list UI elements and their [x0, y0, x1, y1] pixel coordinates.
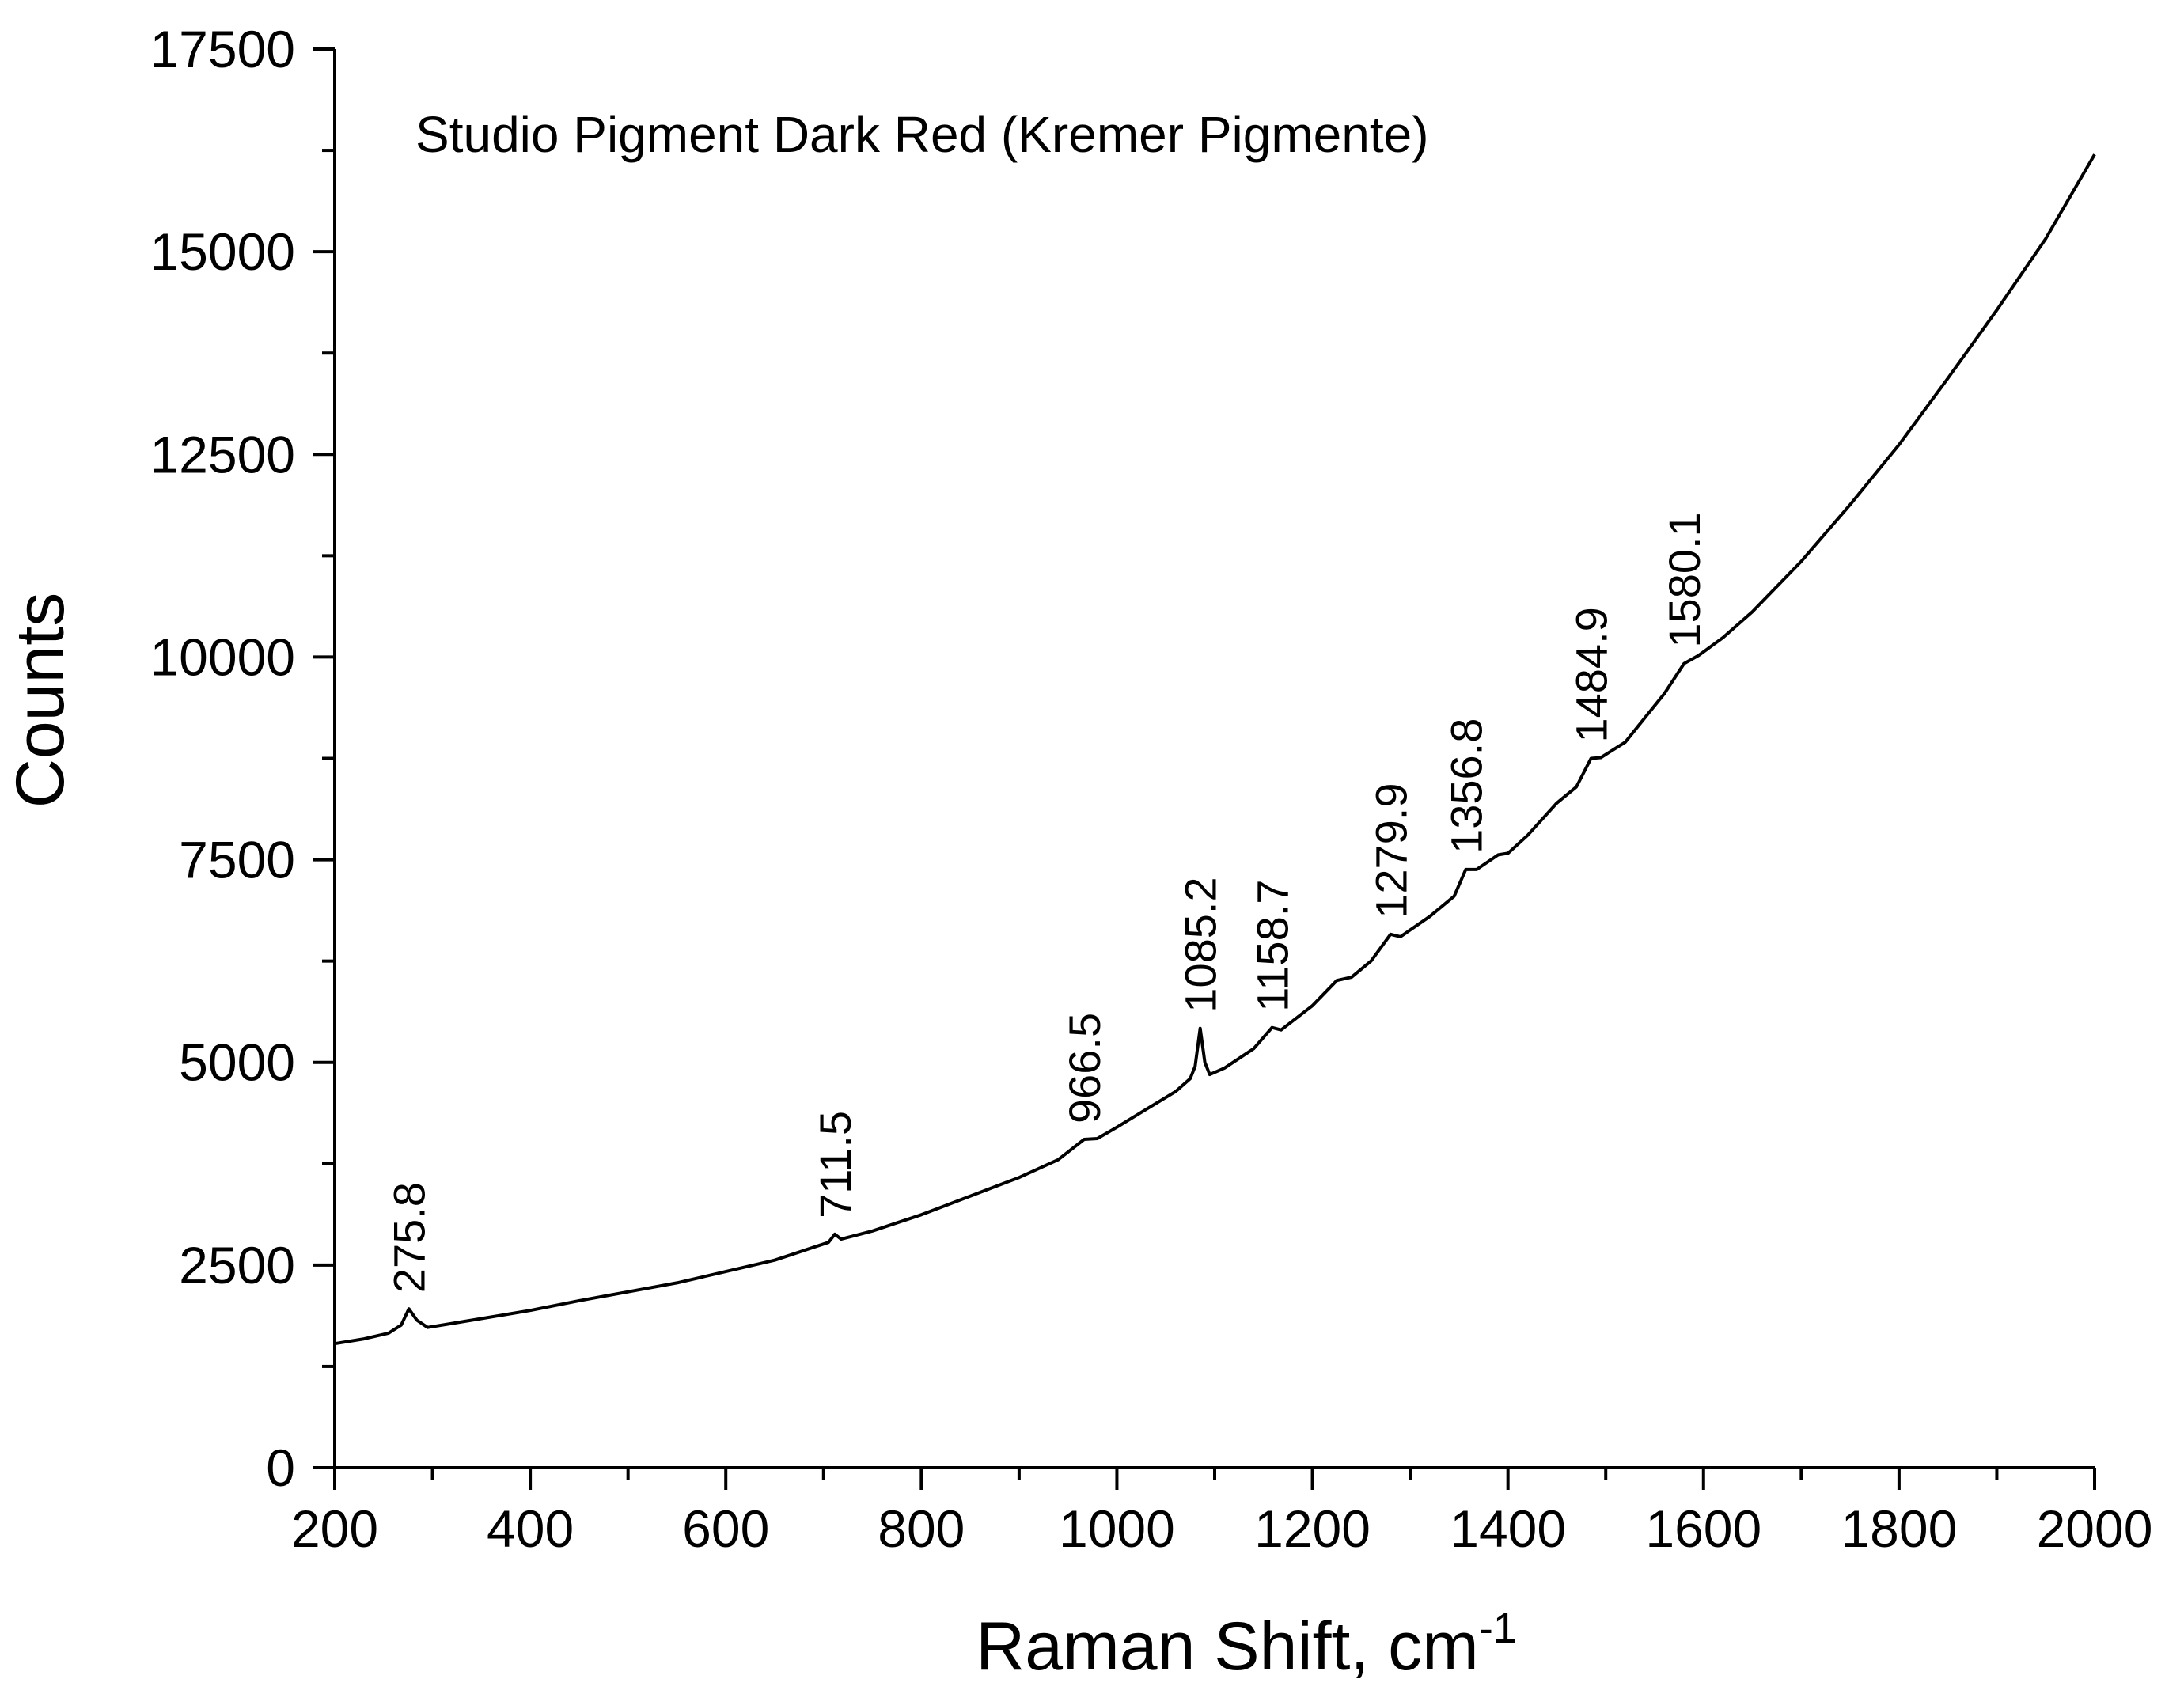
- y-tick-label: 7500: [179, 831, 295, 889]
- y-tick-label: 0: [266, 1438, 295, 1497]
- peak-labels: 275.8 711.5 966.5 1085.2 1158.7 1279.9 1356.8 1…: [385, 512, 1709, 1293]
- spectrum-line: [334, 153, 2096, 1346]
- x-tick-label: 1600: [1645, 1499, 1761, 1558]
- y-tick-label: 5000: [179, 1033, 295, 1092]
- x-tick-label: 2000: [2037, 1499, 2153, 1558]
- peak-label: 1580.1: [1659, 512, 1709, 647]
- x-axis-title-superscript: -1: [1479, 1605, 1517, 1652]
- peak-label: 1279.9: [1366, 783, 1416, 919]
- peak-label: 275.8: [385, 1182, 434, 1293]
- series-layer: [334, 153, 2096, 1346]
- peak-label: 711.5: [810, 1111, 860, 1218]
- y-tick-label: 15000: [150, 222, 295, 281]
- peak-label: 1158.7: [1248, 880, 1298, 1012]
- x-tick-label: 800: [878, 1499, 965, 1558]
- y-tick-label: 12500: [150, 425, 295, 483]
- chart-title: Studio Pigment Dark Red (Kremer Pigmente…: [415, 106, 1429, 163]
- y-axis-ticks: 0 2500 5000 7500 10000 12500 15000 17500: [150, 20, 335, 1497]
- x-tick-label: 400: [487, 1499, 574, 1558]
- x-tick-label: 1400: [1450, 1499, 1566, 1558]
- x-axis-title: Raman Shift, cm-1: [976, 1605, 1517, 1685]
- x-tick-label: 1200: [1254, 1499, 1371, 1558]
- x-axis-title-text: Raman Shift, cm: [976, 1609, 1479, 1685]
- x-axis-ticks: 200 400 600 800 1000 1200 1400 1600 1800 2000: [291, 1468, 2152, 1558]
- y-tick-label: 10000: [150, 627, 295, 686]
- peak-label: 1356.8: [1441, 718, 1491, 854]
- axes: [333, 49, 2095, 1469]
- y-tick-label: 2500: [179, 1236, 295, 1294]
- y-tick-label: 17500: [150, 20, 295, 78]
- y-axis-title: Counts: [2, 593, 78, 809]
- x-tick-label: 600: [682, 1499, 769, 1558]
- peak-label: 1085.2: [1176, 877, 1226, 1012]
- x-tick-label: 200: [291, 1499, 378, 1558]
- peak-label: 1484.9: [1567, 607, 1617, 742]
- x-tick-label: 1800: [1841, 1499, 1957, 1558]
- x-tick-label: 1000: [1059, 1499, 1175, 1558]
- peak-label: 966.5: [1060, 1013, 1109, 1124]
